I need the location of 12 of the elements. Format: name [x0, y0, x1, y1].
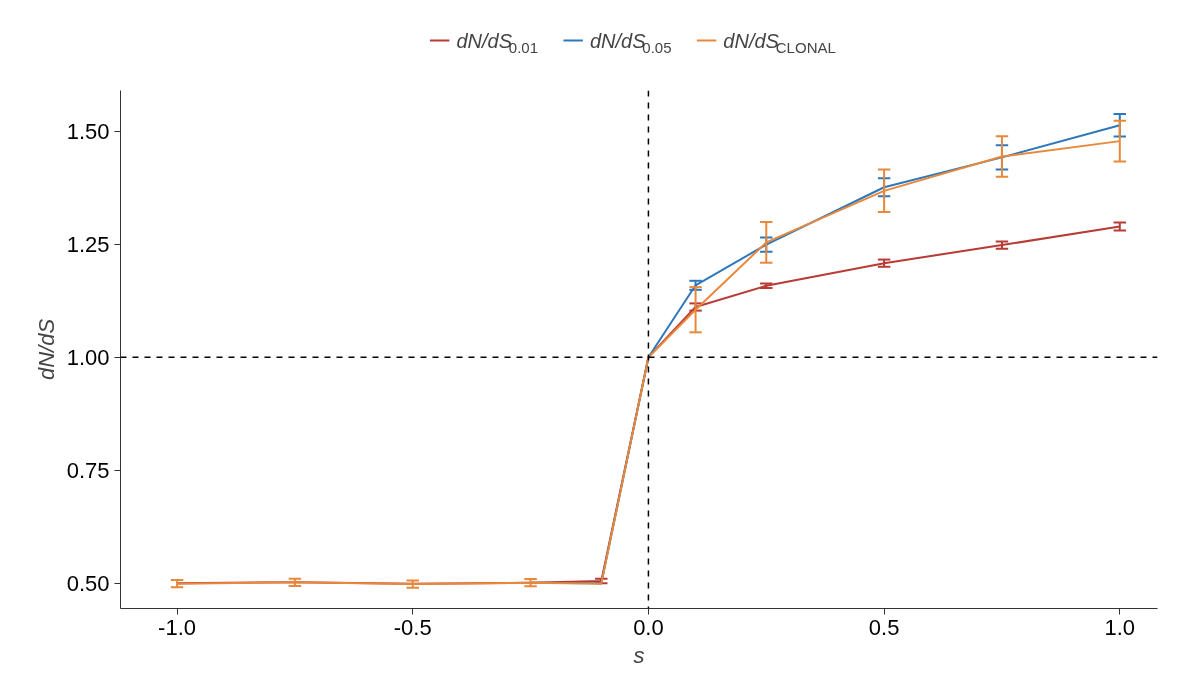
x-tick-label: 0.0: [633, 614, 664, 640]
x-tick-label: -0.5: [393, 614, 432, 640]
x-tick-label: -1.0: [158, 614, 197, 640]
y-tick-label: 0.50: [66, 570, 110, 596]
y-tick-label: 1.50: [66, 118, 110, 144]
x-tick-label: 0.5: [868, 614, 900, 640]
x-axis-title: s: [633, 642, 645, 668]
x-tick-label: 1.0: [1104, 614, 1136, 640]
y-tick-label: 0.75: [66, 457, 110, 483]
y-axis-title: dN/dS: [33, 318, 59, 381]
y-tick-label: 1.00: [66, 344, 110, 370]
y-tick-label: 1.25: [66, 231, 110, 257]
